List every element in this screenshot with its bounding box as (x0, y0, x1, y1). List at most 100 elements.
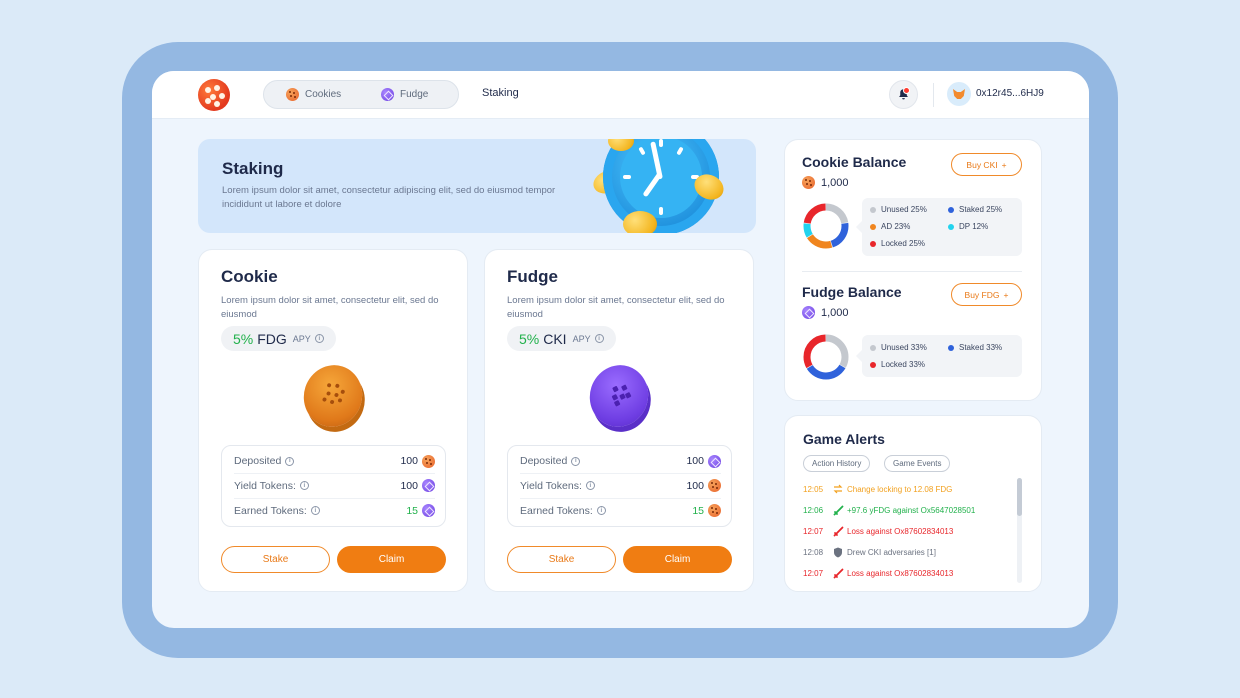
fudge-balance-legend: Unused 33% Staked 33% Locked 33% (856, 335, 1022, 377)
notification-badge (903, 87, 910, 94)
cookie-logo-icon[interactable] (198, 79, 230, 111)
buy-cki-button[interactable]: Buy CKI + (951, 153, 1022, 176)
stat-yield-tokens: Yield Tokens: i 100 (520, 473, 721, 497)
shield-icon (829, 547, 847, 558)
fudge-balance-title: Fudge Balance (802, 284, 902, 300)
legend-locked: Locked 25% (870, 239, 925, 248)
app-screen: Cookies Fudge Staking 0x12r45...6HJ9 Sta… (152, 71, 1089, 628)
info-icon[interactable]: i (310, 506, 320, 515)
alert-time: 12:05 (803, 484, 824, 494)
cookie-balance-title: Cookie Balance (802, 154, 907, 170)
claim-button[interactable]: Claim (337, 546, 446, 573)
amount-value: 1,000 (821, 176, 849, 189)
stake-button[interactable]: Stake (507, 546, 616, 573)
legend-ad: AD 23% (870, 222, 910, 231)
wallet-address[interactable]: 0x12r45...6HJ9 (976, 88, 1044, 99)
alert-item: 12:08 Drew CKI adversaries [1] (803, 547, 936, 558)
alert-item: 12:05 Change locking to 12.08 FDG (803, 484, 952, 494)
fudge-coin-icon (708, 454, 721, 468)
tab-action-history[interactable]: Action History (803, 455, 871, 472)
legend-swatch (870, 361, 876, 368)
legend-label: Staked 33% (959, 343, 1003, 352)
fudge-coin-icon (381, 88, 394, 101)
info-icon[interactable]: i (571, 456, 581, 466)
sword-loss-icon (829, 526, 847, 537)
stat-deposited: Deposited i 100 (234, 449, 435, 473)
swap-icon (829, 484, 847, 494)
token-switcher: Cookies Fudge (263, 80, 459, 109)
buy-fdg-button[interactable]: Buy FDG + (951, 283, 1022, 306)
claim-button[interactable]: Claim (623, 546, 732, 573)
legend-label: Locked 25% (881, 239, 926, 248)
fudge-balance-donut (803, 334, 849, 380)
stat-label: Earned Tokens: (520, 504, 593, 517)
stake-button[interactable]: Stake (221, 546, 330, 573)
alert-text: Loss against Ox87602834013 (847, 527, 954, 536)
tab-game-events[interactable]: Game Events (884, 455, 951, 472)
alert-item: 12:07 Loss against Ox87602834013 (803, 526, 953, 537)
staking-banner: Staking Lorem ipsum dolor sit amet, cons… (198, 139, 756, 233)
info-icon[interactable]: i (596, 506, 606, 515)
info-icon[interactable]: i (314, 334, 324, 343)
fudge-balance-amount: 1,000 (802, 306, 849, 319)
tab-fudge[interactable]: Fudge (381, 81, 428, 108)
donut-slice-staked (803, 334, 849, 380)
balances-card: Cookie Balance Buy CKI + 1,000 Unused 25… (784, 139, 1042, 401)
apy-label: APY (572, 333, 591, 344)
alert-item: 12:07 Loss against Ox87602834013 (803, 568, 953, 579)
alert-time: 12:07 (803, 527, 824, 536)
metamask-fox-icon[interactable] (947, 82, 971, 106)
buy-cki-label: Buy CKI (966, 159, 998, 170)
nav-link-staking[interactable]: Staking (482, 87, 519, 99)
stat-deposited: Deposited i 100 (520, 449, 721, 473)
card-description: Lorem ipsum dolor sit amet, consectetur … (221, 295, 439, 320)
apy-badge: 5% CKI APY i (507, 326, 616, 351)
cookie-coin-icon (708, 479, 721, 492)
alert-time: 12:08 (803, 548, 824, 557)
tab-cookies-label: Cookies (305, 89, 342, 100)
donut-slice-dp (803, 203, 849, 249)
info-icon[interactable]: i (299, 481, 309, 490)
stat-value: 100 (686, 479, 704, 492)
card-description: Lorem ipsum dolor sit amet, consectetur … (507, 295, 725, 320)
info-icon[interactable]: i (285, 456, 295, 466)
alert-item: 12:06 +97.6 yFDG against Ox5647028501 (803, 505, 975, 516)
legend-label: Unused 25% (881, 205, 927, 214)
alert-text: Loss against Ox87602834013 (847, 569, 954, 578)
banner-text: Lorem ipsum dolor sit amet, consectetur … (222, 185, 556, 210)
cookie-coin-icon (802, 176, 815, 189)
legend-swatch (948, 206, 954, 213)
info-icon[interactable]: i (594, 334, 604, 343)
scrollbar-track[interactable] (1017, 478, 1022, 583)
legend-swatch (948, 344, 954, 351)
stake-stats: Deposited i 100 Yield Tokens: i 100 Earned… (507, 445, 732, 527)
legend-label: Staked 25% (959, 205, 1003, 214)
stat-label: Yield Tokens: (234, 479, 296, 492)
fudge-coin-icon (422, 479, 435, 492)
apy-token: FDG (257, 330, 287, 347)
legend-label: Locked 33% (881, 360, 926, 369)
cookie-coin-icon (422, 454, 435, 468)
tab-cookies[interactable]: Cookies (286, 81, 341, 108)
stat-label: Yield Tokens: (520, 479, 582, 492)
legend-dp: DP 12% (948, 222, 988, 231)
notifications-button[interactable] (889, 80, 918, 109)
legend-swatch (870, 206, 876, 213)
info-icon[interactable]: i (585, 481, 595, 490)
scrollbar-thumb[interactable] (1017, 478, 1022, 516)
game-alerts-card: Game Alerts Action History Game Events 1… (784, 415, 1042, 592)
tab-fudge-label: Fudge (400, 89, 429, 100)
alert-text: Change locking to 12.08 FDG (847, 484, 953, 494)
page-title: Staking (222, 159, 284, 178)
card-title: Cookie (221, 267, 278, 286)
stat-earned-tokens: Earned Tokens: i 15 (234, 498, 435, 522)
apy-label: APY (292, 333, 311, 344)
plus-icon: + (1001, 159, 1007, 170)
alert-text: Drew CKI adversaries [1] (847, 548, 936, 557)
buy-fdg-label: Buy FDG (964, 289, 1000, 300)
legend-staked: Staked 33% (948, 343, 1002, 352)
plus-icon: + (1003, 289, 1009, 300)
legend-swatch (870, 344, 876, 351)
fudge-stake-card: Fudge Lorem ipsum dolor sit amet, consec… (484, 249, 754, 592)
stat-label: Earned Tokens: (234, 504, 307, 517)
